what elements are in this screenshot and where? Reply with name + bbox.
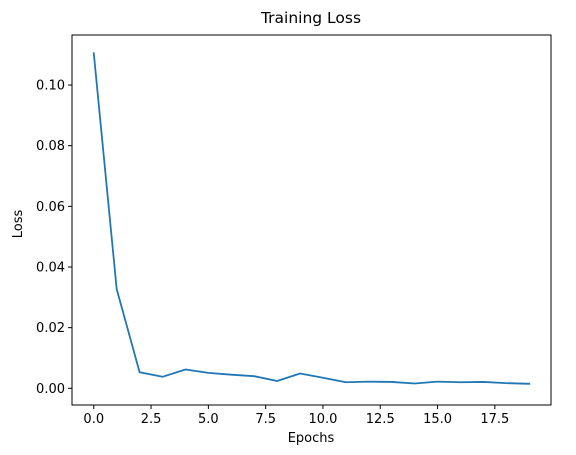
x-axis-ticks: 0.0 2.5 5.0 7.5 10.0 12.5 15.0 17.5 xyxy=(83,405,509,427)
y-tick-label: 0.04 xyxy=(36,261,65,276)
y-tick-label: 0.06 xyxy=(36,200,65,215)
plot-area xyxy=(92,52,531,385)
x-tick-label: 7.5 xyxy=(255,412,276,427)
chart-title: Training Loss xyxy=(260,9,361,27)
x-axis-label: Epochs xyxy=(288,431,335,446)
x-tick-label: 17.5 xyxy=(480,412,509,427)
y-tick-label: 0.00 xyxy=(36,382,65,397)
x-tick-label: 15.0 xyxy=(423,412,452,427)
y-axis-ticks: 0.00 0.02 0.04 0.06 0.08 0.10 xyxy=(36,79,72,397)
x-tick-label: 5.0 xyxy=(198,412,219,427)
loss-series-line xyxy=(92,52,531,385)
y-tick-label: 0.08 xyxy=(36,139,65,154)
x-tick-label: 0.0 xyxy=(83,412,104,427)
y-tick-label: 0.02 xyxy=(36,321,65,336)
x-tick-label: 12.5 xyxy=(366,412,395,427)
x-tick-label: 2.5 xyxy=(141,412,162,427)
y-axis-label: Loss xyxy=(11,210,26,239)
y-tick-label: 0.10 xyxy=(36,79,65,94)
axes-frame xyxy=(71,34,552,406)
x-tick-label: 10.0 xyxy=(308,412,337,427)
